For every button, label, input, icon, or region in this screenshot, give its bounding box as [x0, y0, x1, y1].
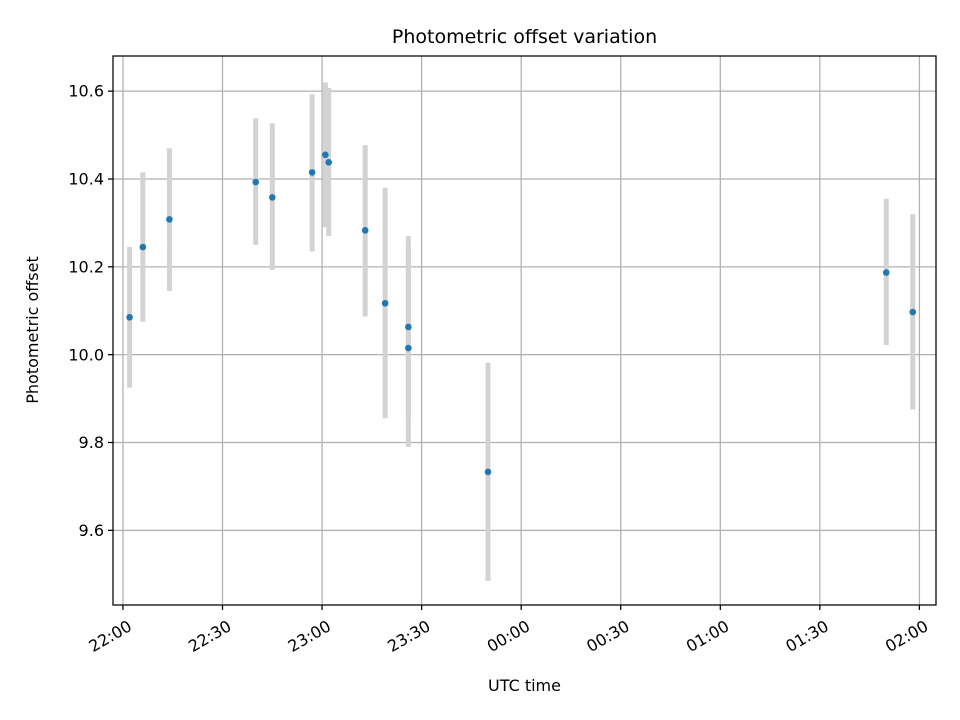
- x-axis-title: UTC time: [488, 676, 561, 695]
- x-tick-label: 02:00: [882, 616, 931, 656]
- data-point: [325, 158, 333, 166]
- data-point: [268, 194, 276, 201]
- data-point: [126, 314, 133, 321]
- data-point: [322, 151, 329, 159]
- data-point: [909, 308, 917, 316]
- y-tick-label: 10.0: [68, 345, 104, 364]
- chart-title: Photometric offset variation: [392, 26, 657, 48]
- grid: [113, 56, 936, 605]
- data-point: [882, 269, 890, 276]
- y-tick-label: 9.6: [79, 521, 104, 540]
- x-tick-label: 22:00: [86, 616, 135, 656]
- x-tick-label: 22:30: [185, 616, 234, 656]
- data-point: [361, 227, 369, 234]
- data-point: [252, 178, 259, 186]
- plot-background: [113, 56, 936, 605]
- data-point: [405, 323, 412, 331]
- x-tick-label: 01:00: [683, 616, 732, 656]
- x-tick-label: 23:00: [285, 616, 334, 656]
- y-tick-label: 9.8: [79, 433, 104, 452]
- x-tick-label: 01:30: [782, 616, 831, 656]
- data-point: [381, 299, 389, 307]
- y-axis-title: Photometric offset: [23, 256, 42, 404]
- x-tick-label: 00:00: [484, 616, 533, 656]
- data-point: [405, 344, 412, 352]
- x-tick-label: 23:30: [384, 616, 433, 656]
- data-point: [308, 169, 316, 176]
- x-tick-label: 00:30: [583, 616, 632, 656]
- data-points: [126, 151, 917, 476]
- y-tick-label: 10.2: [68, 257, 104, 276]
- data-point: [139, 243, 147, 251]
- data-point: [484, 468, 492, 476]
- plot-frame: [112, 55, 937, 606]
- y-tick-label: 10.6: [68, 82, 104, 101]
- data-point: [166, 216, 173, 223]
- y-tick-label: 10.4: [68, 170, 104, 189]
